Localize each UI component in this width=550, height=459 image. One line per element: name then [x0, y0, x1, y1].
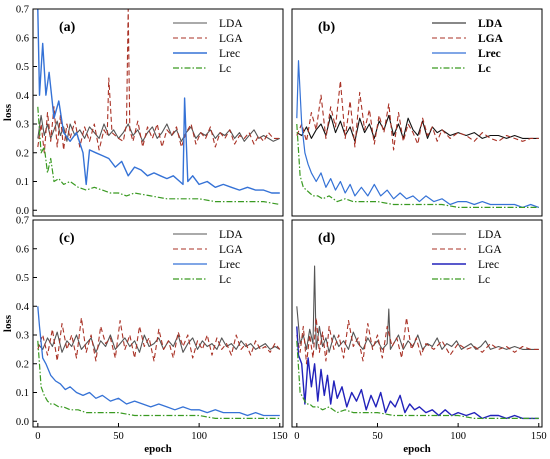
- y-tick-label: 0.3: [16, 331, 29, 342]
- plot-frame: [291, 8, 543, 217]
- legend-label-lc: Lc: [219, 274, 231, 286]
- series-group: [37, 306, 281, 419]
- series-line-lga: [37, 9, 280, 154]
- y-tick-label: 0.3: [16, 120, 29, 131]
- y-tick-label: 0.2: [16, 359, 29, 370]
- plot-frame: [291, 219, 543, 428]
- x-tick-label: 0: [294, 431, 299, 442]
- legend-label-lc: Lc: [219, 63, 231, 75]
- plot-frame: [32, 219, 284, 428]
- y-tick-label: 0.6: [16, 244, 29, 255]
- legend-label-lda: LDA: [219, 229, 243, 241]
- y-tick-label: 0.7: [16, 216, 29, 227]
- y-tick-label: 0.1: [16, 177, 29, 188]
- series-line-lrec: [296, 326, 539, 420]
- x-tick-label: 150: [272, 431, 288, 442]
- legend: LDA LGA Lrec Lc: [173, 18, 243, 75]
- x-tick-label: 50: [113, 431, 124, 442]
- series-line-lda: [37, 331, 281, 353]
- legend-label-lga: LGA: [478, 33, 504, 45]
- x-tick-label: 100: [191, 431, 207, 442]
- panel-label: (c): [59, 231, 75, 246]
- series-line-lc: [37, 106, 280, 206]
- series-line-lc: [37, 340, 280, 419]
- legend-label-lc: Lc: [478, 274, 490, 286]
- series-line-lda: [37, 114, 281, 142]
- y-axis-label: loss: [2, 314, 14, 332]
- y-tick-label: 0.4: [16, 91, 30, 102]
- legend-label-lda: LDA: [478, 229, 502, 241]
- legend-label-lda: LDA: [219, 18, 243, 30]
- x-tick-label: 100: [450, 431, 466, 442]
- legend-label-lda: LDA: [478, 18, 503, 30]
- plot-frame: [32, 8, 284, 217]
- series-line-lga: [296, 317, 539, 365]
- y-tick-label: 0.5: [16, 273, 29, 284]
- y-tick-label: 0.2: [16, 148, 29, 159]
- panel-d: 0 50 100 150 epoch (d) LDA LGA Lrec Lc: [291, 219, 547, 455]
- y-tick-label: 0.5: [16, 62, 29, 73]
- series-line-lc: [296, 340, 539, 419]
- x-axis-label: epoch: [144, 443, 172, 455]
- x-tick-label: 0: [35, 431, 40, 442]
- panel-a: 0.0 0.1 0.2 0.3 0.4 0.5 0.6 0.7 loss (a) LDA LGA Lre…: [2, 5, 284, 217]
- legend-label-lrec: Lrec: [478, 48, 501, 60]
- y-tick-label: 0.0: [16, 206, 29, 217]
- series-line-lga: [37, 317, 281, 362]
- series-line-lda: [296, 265, 539, 353]
- legend-label-lrec: Lrec: [219, 259, 240, 271]
- legend-label-lga: LGA: [219, 33, 243, 45]
- series-line-lrec: [296, 60, 540, 208]
- panel-c: 0.0 0.1 0.2 0.3 0.4 0.5 0.6 0.7 0 50 100 150 loss epo…: [2, 216, 288, 456]
- series-line-lrec: [37, 9, 280, 194]
- legend: LDA LGA Lrec Lc: [173, 229, 243, 286]
- legend: LDA LGA Lrec Lc: [432, 18, 504, 75]
- series-line-lrec: [37, 306, 280, 417]
- x-tick-label: 50: [372, 431, 383, 442]
- series-group: [37, 9, 281, 206]
- y-tick-label: 0.7: [16, 5, 29, 16]
- panel-label: (a): [59, 20, 76, 35]
- y-tick-label: 0.6: [16, 33, 29, 44]
- y-tick-label: 0.1: [16, 388, 29, 399]
- legend-label-lga: LGA: [478, 244, 502, 256]
- series-group: [296, 60, 540, 208]
- x-tick-label: 150: [531, 431, 547, 442]
- legend-label-lga: LGA: [219, 244, 243, 256]
- y-tick-label: 0.0: [16, 417, 29, 428]
- legend-label-lrec: Lrec: [478, 259, 499, 271]
- series-group: [296, 265, 539, 420]
- legend-label-lrec: Lrec: [219, 48, 240, 60]
- panel-b: (b) LDA LGA Lrec Lc: [291, 8, 543, 217]
- y-tick-label: 0.4: [16, 302, 30, 313]
- panel-label: (d): [318, 231, 335, 246]
- series-line-lda: [296, 114, 539, 142]
- y-axis-label: loss: [2, 103, 14, 121]
- x-axis-label: epoch: [403, 443, 431, 455]
- legend-label-lc: Lc: [478, 63, 491, 75]
- series-line-lga: [296, 80, 539, 151]
- legend: LDA LGA Lrec Lc: [432, 229, 502, 286]
- panel-label: (b): [318, 20, 335, 35]
- series-line-lc: [296, 123, 539, 208]
